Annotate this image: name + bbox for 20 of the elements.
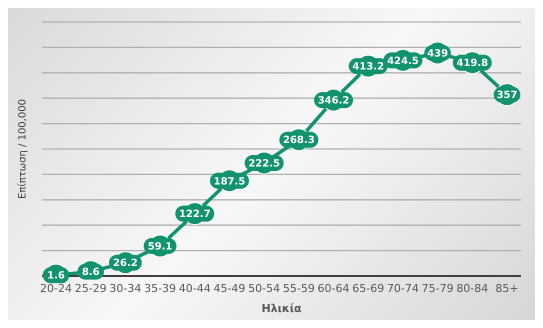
x-tick-label: 60-64 [318, 282, 350, 295]
data-label: 439 [427, 48, 448, 60]
x-tick-label: 55-59 [282, 282, 315, 295]
data-label: 1.6 [47, 270, 65, 282]
data-label: 8.6 [82, 267, 100, 278]
x-tick-label: 85+ [495, 282, 519, 295]
x-tick-label: 35-39 [144, 282, 176, 295]
y-axis-title: Επίπτωση / 100,000 [18, 99, 29, 199]
x-tick-label: 45-49 [213, 282, 246, 295]
x-tick-label: 65-69 [352, 282, 384, 295]
x-tick-label: 25-29 [74, 282, 107, 295]
x-tick-label: 70-74 [386, 282, 419, 295]
x-axis-title: Ηλικία [261, 302, 302, 315]
x-tick-label: 80-84 [456, 282, 488, 295]
x-tick-label: 75-79 [422, 282, 454, 295]
data-label: 357 [496, 90, 518, 102]
x-tick-label: 50-54 [248, 282, 280, 295]
x-tick-label: 40-44 [178, 282, 211, 295]
x-tick-label: 20-24 [40, 282, 72, 295]
x-tick-label: 30-34 [109, 282, 142, 295]
